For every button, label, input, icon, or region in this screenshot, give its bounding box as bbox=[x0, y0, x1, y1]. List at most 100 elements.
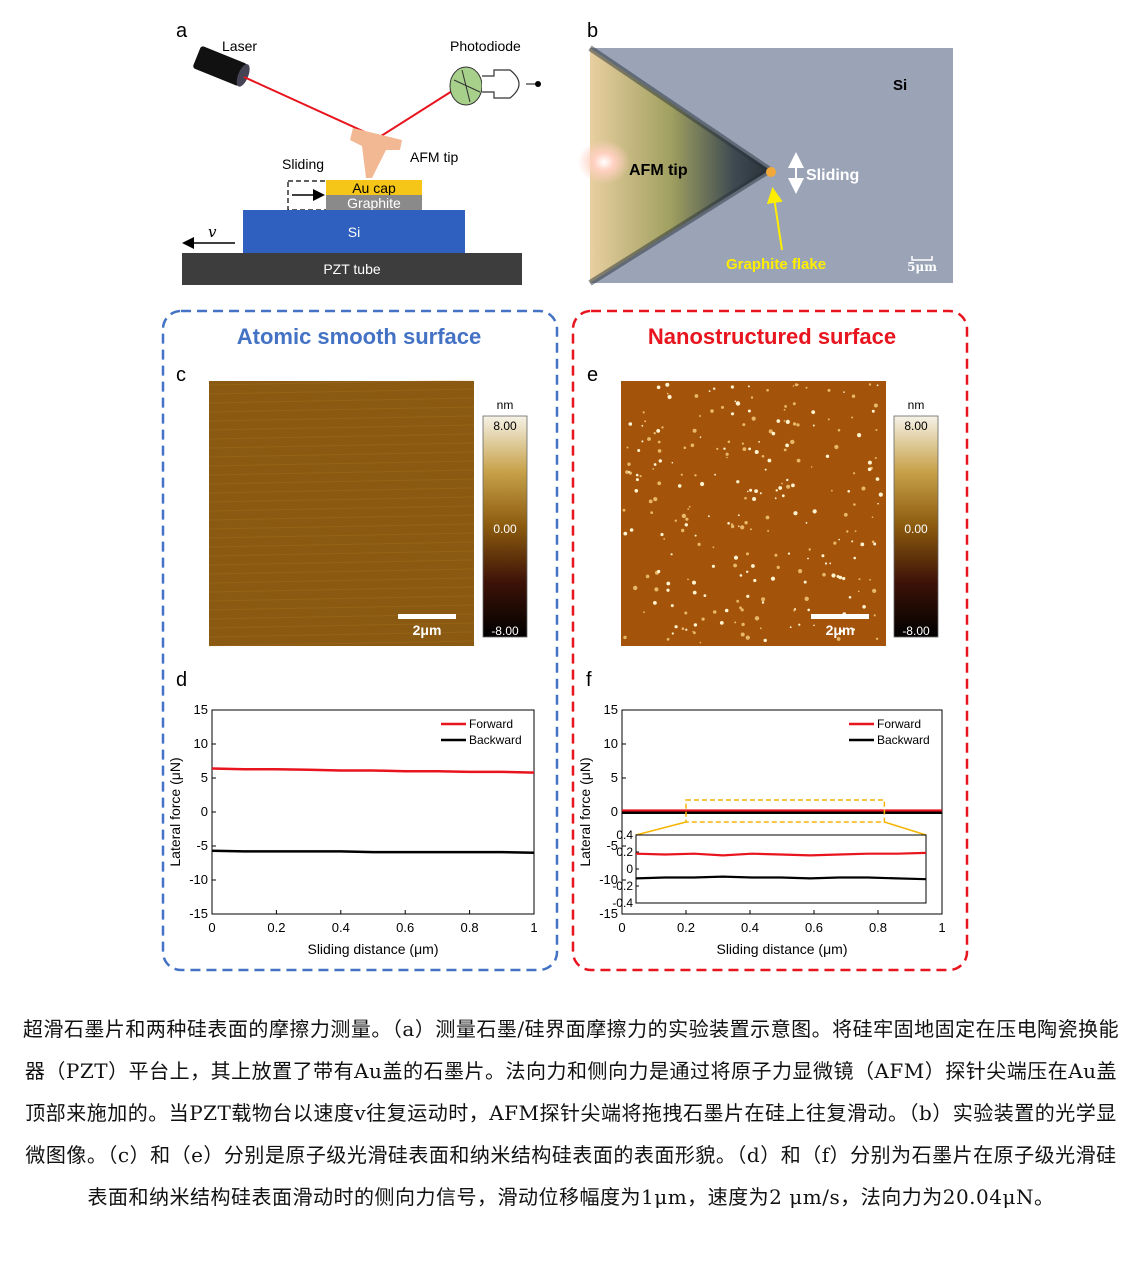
afm-nanoparticle bbox=[781, 494, 785, 498]
afm-nanoparticle bbox=[854, 530, 857, 533]
afm-nanoparticle bbox=[776, 419, 781, 423]
x-tick-label: 0.8 bbox=[461, 920, 479, 935]
x-tick-label: 0.4 bbox=[332, 920, 350, 935]
x-axis-label: Sliding distance (μm) bbox=[307, 941, 438, 957]
smooth-surface-title: Atomic smooth surface bbox=[237, 324, 482, 349]
afm-nanoparticle bbox=[626, 446, 629, 449]
afm-nanoparticle bbox=[730, 412, 735, 416]
inset-y-tick-label: 0.4 bbox=[616, 828, 633, 842]
afm-nanoparticle bbox=[727, 440, 731, 444]
au-cap-label: Au cap bbox=[352, 180, 396, 196]
afm-nanoparticle bbox=[753, 578, 757, 583]
afm-nanoparticle bbox=[840, 629, 843, 633]
afm-nanoparticle bbox=[781, 482, 783, 485]
afm-nanoparticle bbox=[790, 439, 795, 445]
afm-nanoparticle bbox=[741, 622, 745, 627]
afm-nanoparticle bbox=[692, 428, 697, 433]
afm-nanoparticle bbox=[789, 626, 792, 629]
afm-nanoparticle bbox=[666, 637, 670, 641]
afm-e-scale-label: 2μm bbox=[826, 622, 855, 638]
afm-nanoparticle bbox=[727, 522, 730, 525]
afm-nanoparticle bbox=[878, 492, 883, 497]
afm-nanoparticle bbox=[873, 403, 878, 408]
afm-nanoparticle bbox=[734, 400, 737, 403]
afm-nanoparticle bbox=[791, 483, 795, 488]
afm-nanoparticle bbox=[625, 470, 629, 474]
afm-tip-label: AFM tip bbox=[410, 149, 458, 165]
legend-label-forward: Forward bbox=[469, 717, 513, 731]
y-tick-label: -5 bbox=[606, 838, 618, 853]
afm-nanoparticle bbox=[623, 531, 628, 536]
x-axis-label: Sliding distance (μm) bbox=[716, 941, 847, 957]
afm-nanoparticle bbox=[871, 516, 874, 518]
incident-beam bbox=[243, 76, 379, 139]
afm-nanoparticle bbox=[803, 580, 807, 584]
series-line-forward bbox=[211, 767, 535, 774]
afm-nanoparticle bbox=[751, 564, 755, 568]
afm-nanoparticle bbox=[643, 611, 645, 614]
afm-nanoparticle bbox=[653, 432, 656, 435]
afm-nanoparticle bbox=[725, 452, 729, 456]
afm-nanoparticle bbox=[653, 463, 657, 466]
afm-smooth-texture-line bbox=[208, 586, 475, 593]
afm-nanoparticle bbox=[747, 490, 749, 493]
afm-nanoparticle bbox=[829, 562, 832, 565]
afm-nanoparticle bbox=[785, 419, 790, 424]
y-tick-label: -10 bbox=[599, 872, 618, 887]
afm-nanoparticle bbox=[808, 548, 811, 551]
colorbar-c-tick-min: -8.00 bbox=[491, 624, 519, 638]
panel-label-f: f bbox=[586, 669, 592, 691]
afm-nanoparticle bbox=[657, 440, 661, 444]
afm-nanoparticle bbox=[666, 392, 669, 395]
afm-nanoparticle bbox=[746, 594, 750, 598]
afm-nanoparticle bbox=[843, 512, 848, 517]
afm-nanoparticle bbox=[684, 523, 688, 527]
afm-nanoparticle bbox=[792, 385, 795, 387]
colorbar-e bbox=[893, 415, 939, 638]
figure-caption: 超滑石墨片和两种硅表面的摩擦力测量。（a）测量石墨/硅界面摩擦力的实验装置示意图… bbox=[22, 1017, 1120, 1209]
afm-nanoparticle bbox=[734, 621, 737, 624]
afm-nanoparticle bbox=[778, 486, 783, 490]
afm-nanoparticle bbox=[767, 458, 772, 463]
afm-nanoparticle bbox=[693, 623, 698, 627]
afm-nanoparticle bbox=[694, 474, 697, 477]
afm-nanoparticle bbox=[804, 596, 809, 601]
colorbar-e-tick-mid: 0.00 bbox=[904, 522, 928, 536]
afm-nanoparticle bbox=[783, 420, 786, 422]
afm-nanoparticle bbox=[639, 475, 642, 478]
afm-nanoparticle bbox=[641, 424, 644, 427]
afm-nanoparticle bbox=[860, 542, 865, 547]
afm-nanoparticle bbox=[681, 627, 685, 630]
afm-nanoparticle bbox=[867, 467, 872, 472]
afm-nanoparticle bbox=[628, 422, 633, 426]
legend-label-forward: Forward bbox=[877, 717, 921, 731]
afm-smooth-texture-line bbox=[208, 487, 475, 494]
si-layer bbox=[243, 210, 465, 253]
afm-nanoparticle bbox=[674, 625, 678, 629]
afm-nanoparticle bbox=[739, 606, 742, 610]
inset-connector-left bbox=[635, 821, 687, 836]
afm-nanoparticle bbox=[783, 448, 787, 452]
velocity-label: v bbox=[208, 223, 217, 241]
afm-smooth-texture-line bbox=[208, 550, 475, 557]
afm-smooth-texture-line bbox=[208, 559, 475, 566]
afm-nanoparticle bbox=[774, 553, 778, 557]
afm-nanoparticle bbox=[746, 570, 749, 573]
x-tick-label: 0.8 bbox=[869, 920, 887, 935]
afm-nanoparticle bbox=[869, 578, 871, 581]
afm-nanoparticle bbox=[774, 497, 777, 500]
afm-nanoparticle bbox=[851, 394, 856, 398]
afm-nanoparticle bbox=[627, 462, 631, 466]
afm-nanoparticle bbox=[798, 569, 803, 574]
afm-nanoparticle bbox=[858, 578, 861, 581]
y-tick-label: 0 bbox=[201, 804, 208, 819]
afm-nanoparticle bbox=[754, 450, 759, 454]
afm-nanoparticle bbox=[622, 508, 626, 512]
afm-nanoparticle bbox=[641, 440, 644, 443]
afm-nanoparticle bbox=[750, 528, 752, 531]
colorbar-c-unit: nm bbox=[497, 398, 514, 412]
afm-nanoparticle bbox=[836, 637, 841, 641]
afm-nanoparticle bbox=[837, 428, 841, 432]
afm-nanoparticle bbox=[692, 580, 696, 585]
afm-nanoparticle bbox=[765, 515, 770, 520]
